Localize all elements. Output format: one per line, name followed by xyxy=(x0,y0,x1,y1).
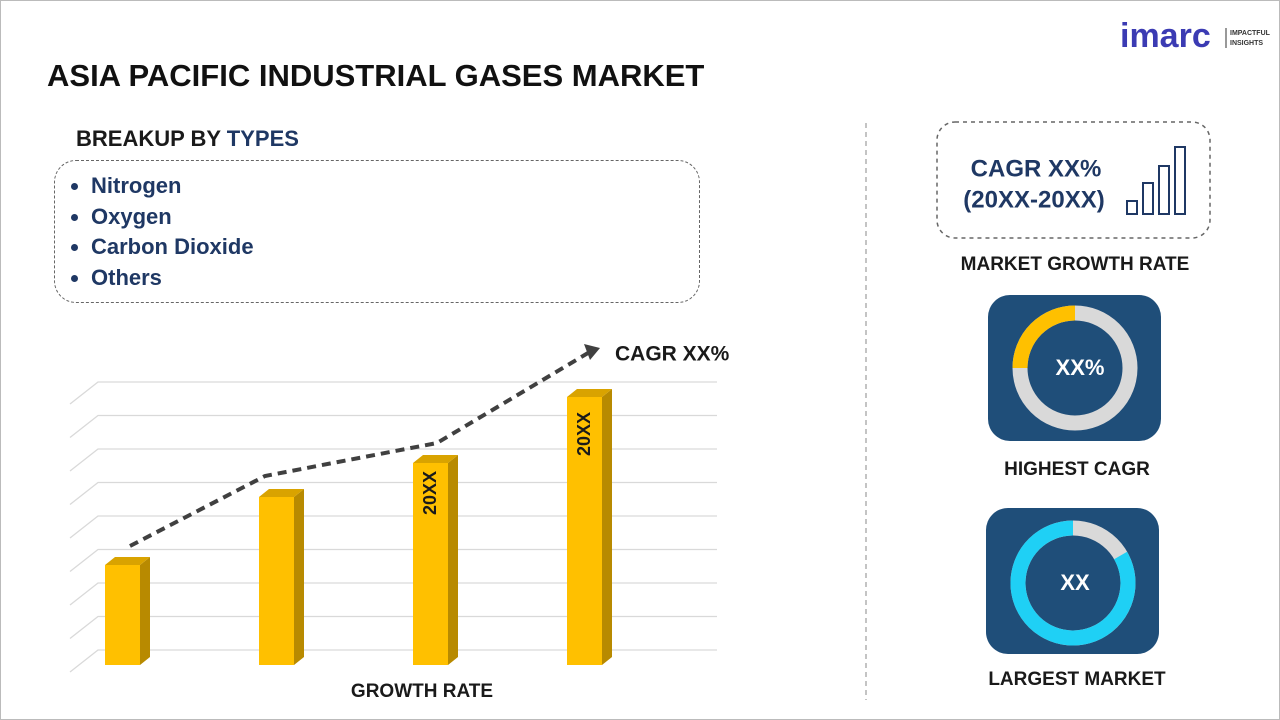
bar-side xyxy=(602,389,612,665)
logo-tagline: INSIGHTS xyxy=(1230,40,1263,47)
trend-label: CAGR XX% xyxy=(615,343,730,366)
cagr-card xyxy=(936,121,1211,239)
card-caption: HIGHEST CAGR xyxy=(1004,459,1150,480)
grid xyxy=(69,381,717,673)
donut-segment xyxy=(1010,520,1136,646)
card-value: XX xyxy=(1060,570,1090,595)
bar-label: 20XX xyxy=(574,412,594,456)
bar-top xyxy=(413,455,458,463)
trend-line xyxy=(129,351,590,548)
type-item: Others xyxy=(91,263,699,294)
bar-front xyxy=(413,463,448,665)
card-caption: MARKET GROWTH RATE xyxy=(961,254,1190,275)
donut-segment xyxy=(1012,305,1076,369)
bar-icon xyxy=(1126,146,1186,215)
title: ASIA PACIFIC INDUSTRIAL GASES MARKET xyxy=(47,58,704,93)
grid-line xyxy=(69,649,717,673)
grid-line xyxy=(69,582,717,606)
bar-top xyxy=(105,557,150,565)
bar-side xyxy=(294,489,304,665)
bar-top xyxy=(259,489,304,497)
grid-line xyxy=(69,481,717,506)
types-list: NitrogenOxygenCarbon DioxideOthers xyxy=(55,171,699,293)
types-box: NitrogenOxygenCarbon DioxideOthers xyxy=(54,160,700,303)
grid-line xyxy=(69,548,717,573)
heading-highlight: TYPES xyxy=(227,126,299,151)
bar-front xyxy=(259,497,294,665)
grid-line xyxy=(69,414,717,439)
axis-label: GROWTH RATE xyxy=(351,681,493,702)
bar-front xyxy=(567,397,602,665)
bars xyxy=(105,389,612,665)
type-item: Oxygen xyxy=(91,202,699,233)
grid-line xyxy=(69,448,717,472)
trend-arrow xyxy=(584,344,600,360)
logo-brand: imarc xyxy=(1120,17,1211,55)
bar-side xyxy=(448,455,458,665)
card-caption: LARGEST MARKET xyxy=(988,669,1166,690)
bar-top xyxy=(567,389,612,397)
grid-line xyxy=(69,515,717,539)
grid-line xyxy=(69,381,717,405)
heading: BREAKUP BY xyxy=(76,126,221,151)
grid-line xyxy=(69,615,717,640)
card-value: XX% xyxy=(1056,355,1105,380)
bar-front xyxy=(105,565,140,665)
logo-tagline: IMPACTFUL xyxy=(1230,30,1271,37)
bar-label: 20XX xyxy=(420,471,440,515)
bar-side xyxy=(140,557,150,665)
section-heading: BREAKUP BY TYPES xyxy=(76,126,299,151)
cagr-line: CAGR XX% xyxy=(971,155,1102,182)
type-item: Nitrogen xyxy=(91,171,699,202)
type-item: Carbon Dioxide xyxy=(91,232,699,263)
cagr-line: (20XX-20XX) xyxy=(963,186,1104,213)
